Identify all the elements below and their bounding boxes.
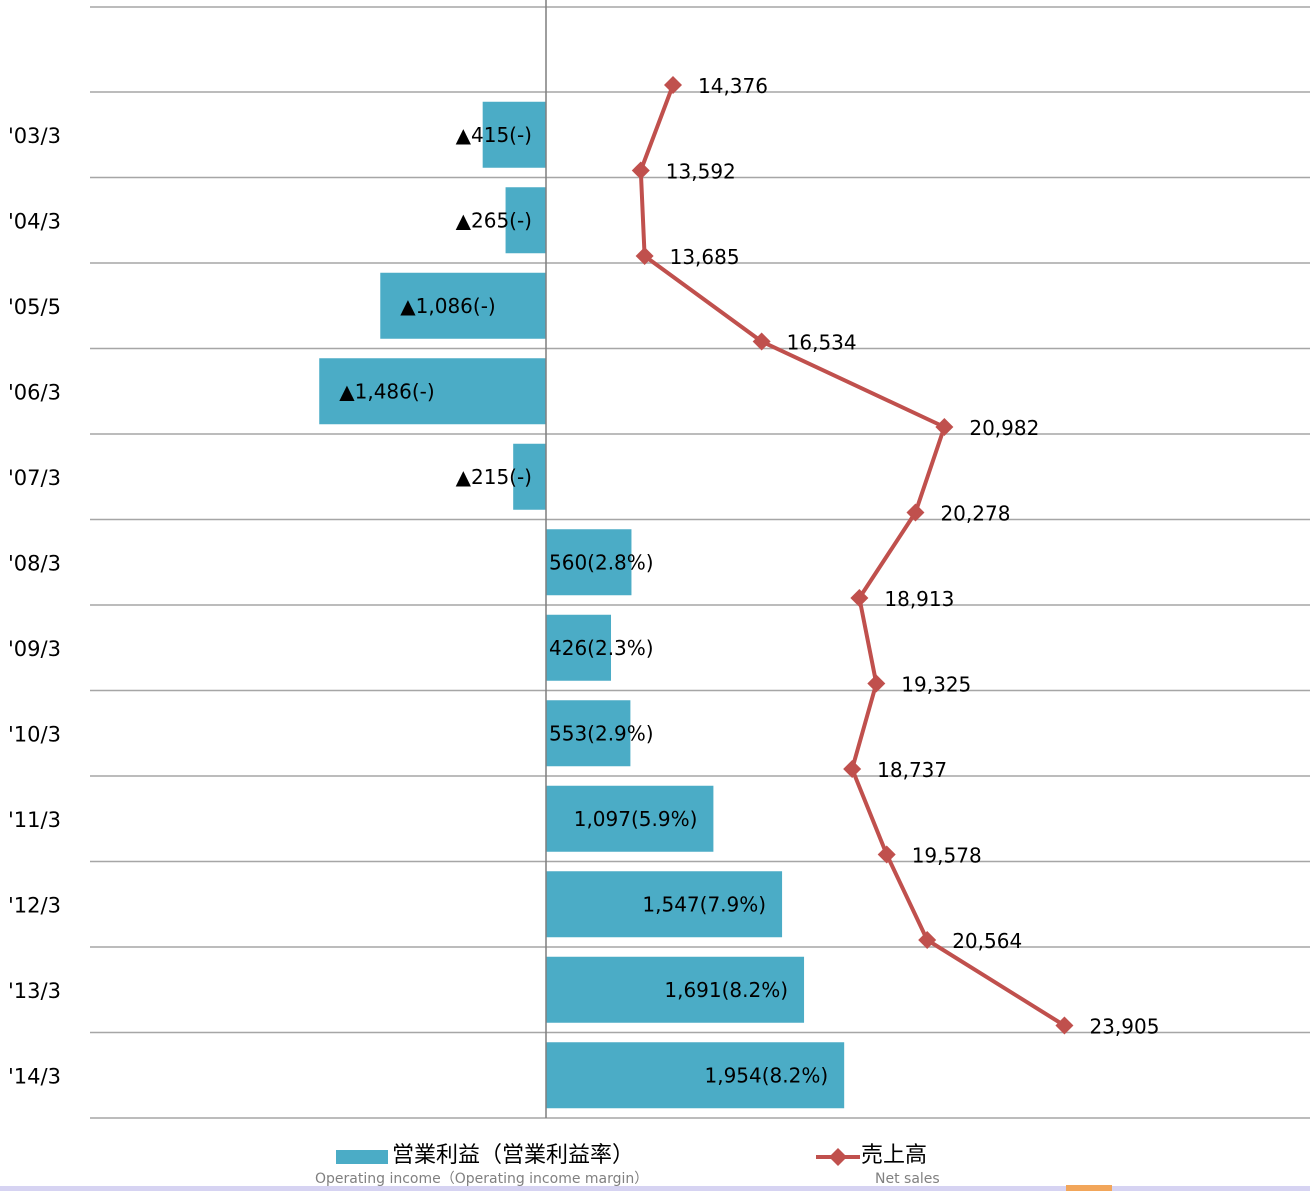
operating-income-bar [546,1042,845,1109]
category-label: '12/3 [8,893,61,917]
operating-income-label: ▲1,086(-) [400,294,495,318]
net-sales-label: 13,592 [666,160,736,184]
net-sales-label: 13,685 [670,245,740,269]
operating-income-label: 1,097(5.9%) [574,807,698,831]
category-label: '13/3 [8,979,61,1003]
category-label: '09/3 [8,637,61,661]
operating-income-bar [546,700,631,767]
net-sales-marker [1055,1016,1074,1035]
operating-income-bar [513,443,546,510]
category-label: '03/3 [8,124,61,148]
operating-income-bar [319,358,546,425]
category-label: '07/3 [8,466,61,490]
net-sales-label: 16,534 [787,331,857,355]
operating-income-label: 1,954(8.2%) [705,1063,829,1087]
net-sales-label: 23,905 [1089,1015,1159,1039]
operating-income-label: ▲215(-) [456,465,532,489]
net-sales-line [638,84,1066,1028]
net-sales-marker [752,332,771,351]
category-label: '04/3 [8,209,61,233]
legend-net-sales-label-en: Net sales [875,1171,940,1187]
operating-income-bar [546,614,612,681]
legend-line-marker [829,1148,847,1166]
operating-income-label: ▲415(-) [456,123,532,147]
operating-income-bar [546,529,632,596]
category-label: '06/3 [8,380,61,404]
legend-operating-income-label: 営業利益（営業利益率） [392,1143,634,1168]
operating-income-label: 560(2.8%) [549,550,654,574]
category-label: '10/3 [8,722,61,746]
operating-income-label: 1,547(7.9%) [642,892,766,916]
legend-net-sales-label: 売上高 [861,1143,927,1168]
operating-income-bar [380,272,546,339]
net-sales-marker [843,760,862,778]
net-sales-label: 20,564 [952,929,1022,953]
operating-income-bar [546,956,805,1023]
net-sales-marker [635,247,654,265]
legend-bar-swatch [336,1150,388,1164]
operating-income-bar [546,785,714,852]
operating-income-label: ▲1,486(-) [339,379,434,403]
category-label: '05/5 [8,295,61,319]
bottom-strip [0,1186,1310,1191]
operating-income-label: 553(2.9%) [549,721,654,745]
legend-operating-income-label-en: Operating income（Operating income margin… [315,1171,648,1187]
operating-income-bar [546,871,783,938]
operating-income-label: 1,691(8.2%) [664,978,788,1002]
category-label: '14/3 [8,1064,61,1088]
net-sales-label: 19,325 [901,673,971,697]
category-label: '08/3 [8,551,61,575]
net-sales-label: 20,278 [940,502,1010,526]
operating-income-bar [505,187,546,254]
operating-income-bar [482,101,546,168]
net-sales-marker [935,418,954,436]
net-sales-label: 20,982 [969,416,1039,440]
net-sales-marker [918,931,937,949]
bottom-accent [1066,1185,1112,1191]
net-sales-marker [631,161,650,180]
net-sales-marker [664,76,682,94]
operating-income-label: ▲265(-) [456,208,532,232]
net-sales-label: 19,578 [912,844,982,868]
net-sales-marker [906,503,925,522]
net-sales-label: 18,913 [884,587,954,611]
net-sales-label: 14,376 [698,74,768,98]
net-sales-marker [850,589,869,607]
net-sales-marker [877,845,896,864]
net-sales-label: 18,737 [877,758,947,782]
operating-income-label: 426(2.3%) [549,636,654,660]
category-label: '11/3 [8,808,61,832]
net-sales-marker [867,674,886,693]
